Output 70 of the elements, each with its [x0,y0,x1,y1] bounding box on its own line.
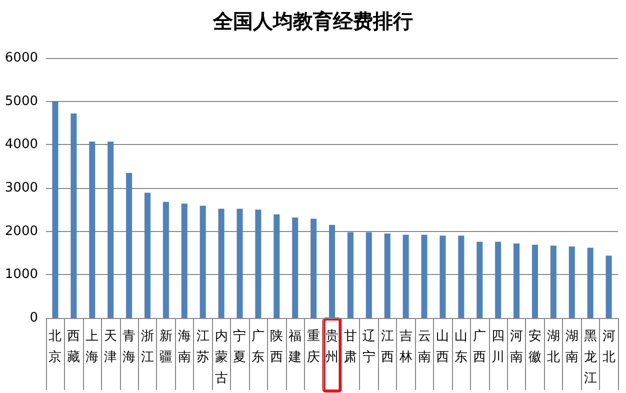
bar [495,242,502,318]
bar [550,246,556,318]
x-tick-label: 内蒙古 [214,329,228,386]
bar [236,208,243,318]
x-tick-label: 上海 [86,329,99,365]
bar [274,214,280,318]
x-tick-label: 新疆 [159,329,172,365]
x-tick-label: 北京 [48,329,62,365]
y-tick-label: 5000 [4,94,38,109]
x-tick-label: 广西 [473,329,486,365]
bar [402,234,409,318]
x-tick-label: 山东 [454,329,468,365]
bar [218,208,224,318]
bar [587,248,594,318]
x-tick-label: 贵州 [326,329,338,365]
x-tick-label: 浙江 [140,329,154,365]
bar [108,142,114,318]
x-tick-label: 甘肃 [344,329,357,365]
bar [310,218,317,318]
chart-title: 全国人均教育经费排行 [212,9,413,33]
x-tick-label: 西藏 [67,329,80,365]
bar [89,142,96,318]
bar [347,232,354,318]
bar [255,210,262,318]
bar [421,234,428,318]
x-tick-label: 安徽 [528,328,542,365]
bar [366,232,372,318]
bar [162,202,169,318]
x-tick-label: 山西 [436,329,450,365]
y-tick-label: 6000 [4,50,38,66]
x-tick-label: 青海 [122,329,136,365]
x-tick-label: 福建 [288,329,302,365]
y-tick-label: 3000 [4,180,38,196]
bar [292,217,298,318]
x-tick-label: 河南 [510,329,524,365]
bar [440,236,446,318]
y-tick-label: 4000 [4,137,38,152]
bar [329,224,335,318]
bar [70,113,77,318]
x-tick-label: 辽宁 [362,329,376,365]
x-tick-label: 海南 [178,329,191,365]
bar [606,256,612,318]
x-tick-label: 湖南 [565,329,578,365]
bar [476,242,483,318]
bar [126,172,132,318]
x-tick-label: 重庆 [307,329,320,365]
bar [144,192,150,318]
bar [52,101,58,318]
x-tick-label: 天津 [104,329,118,365]
bar [181,204,188,318]
bar [200,206,206,318]
x-tick-label: 云南 [418,329,431,365]
x-tick-label: 湖北 [546,329,560,365]
x-tick-label: 江西 [380,329,394,365]
x-tick-label: 陕西 [270,329,284,365]
bar [568,246,575,318]
bar [532,244,538,318]
x-tick-label: 江苏 [196,329,210,365]
x-tick-label: 吉林 [398,329,412,365]
bar [514,243,520,318]
x-tick-label: 广东 [252,329,265,365]
y-tick-label: 2000 [4,224,38,239]
x-tick-label: 黑龙江 [584,329,597,386]
bar [384,234,390,318]
bar [458,236,464,318]
y-tick-label: 1000 [4,267,38,282]
x-tick-label: 四川 [492,329,505,365]
y-tick-label: 0 [30,310,38,326]
x-tick-label: 河北 [602,329,616,365]
x-tick-label: 宁夏 [233,328,246,365]
